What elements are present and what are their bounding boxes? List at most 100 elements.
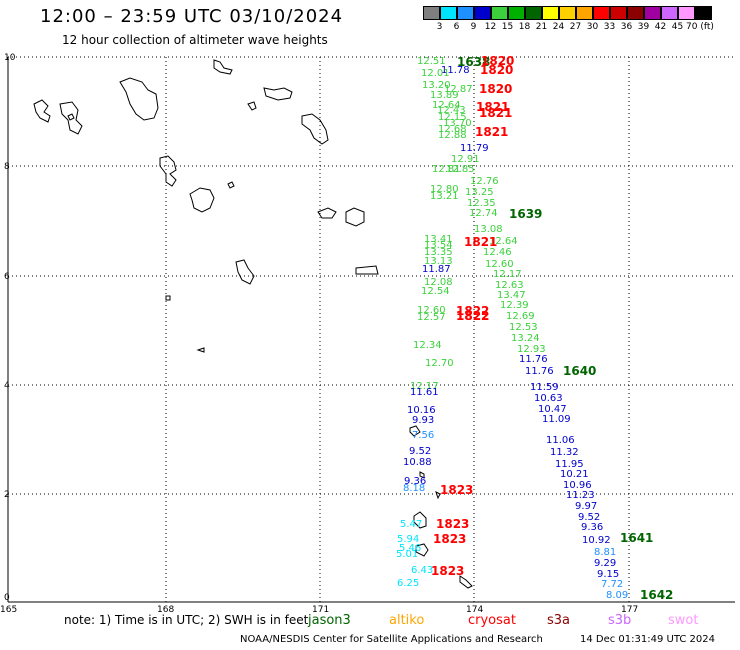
scale-label: 33 [603, 22, 616, 32]
x-tick-label: 177 [621, 605, 638, 615]
wave-height-value: 13.54 [424, 240, 453, 251]
wave-height-value: 12.76 [470, 176, 499, 187]
wave-height-value: 12.51 [417, 56, 446, 67]
scale-swatch [695, 6, 712, 20]
satellite-legend-swot: swot [668, 613, 699, 628]
island-outline [419, 471, 425, 479]
scale-swatch [627, 6, 644, 20]
wave-height-value: 13.41 [424, 234, 453, 245]
wave-height-value: 11.32 [550, 447, 579, 458]
scale-label: 3 [436, 22, 443, 32]
island-outline [59, 101, 83, 135]
scale-swatch [474, 6, 491, 20]
wave-height-value: 9.36 [581, 522, 603, 533]
wave-height-value: 12.64 [432, 100, 461, 111]
pass-time-label: 1639 [509, 207, 542, 221]
scale-swatch [525, 6, 542, 20]
island-outline [196, 347, 205, 353]
wave-height-value: 12.91 [451, 154, 480, 165]
scale-swatch [576, 6, 593, 20]
wave-height-value: 11.59 [530, 382, 559, 393]
wave-height-value: 9.36 [404, 476, 426, 487]
island-outline [235, 259, 255, 285]
island-outline [213, 59, 233, 75]
island-outline [317, 207, 337, 219]
wave-height-value: 11.79 [460, 143, 489, 154]
pass-time-label: 1822 [456, 309, 489, 323]
x-tick-label: 174 [466, 605, 483, 615]
y-tick-label: 8 [4, 162, 10, 172]
wave-height-value: 12.17 [493, 269, 522, 280]
wave-height-value: 11.06 [546, 435, 575, 446]
scale-label: 24 [552, 22, 565, 32]
wave-height-value: 12.43 [437, 105, 466, 116]
wave-height-value: 12.74 [469, 208, 498, 219]
credit-text: NOAA/NESDIS Center for Satellite Applica… [240, 634, 543, 645]
wave-height-value: 8.09 [606, 590, 628, 601]
wave-height-value: 9.93 [412, 415, 434, 426]
wave-height-value: 9.52 [409, 446, 431, 457]
wave-height-value: 8.81 [594, 547, 616, 558]
pass-time-label: 1642 [640, 588, 673, 602]
wave-height-value: 12.88 [438, 130, 467, 141]
scale-label: 39 [637, 22, 650, 32]
scale-label: 36 [620, 22, 633, 32]
island-outline [345, 207, 365, 227]
wave-height-value: 9.52 [578, 512, 600, 523]
scale-label: 70 (ft) [686, 22, 714, 32]
island-outlines [33, 59, 473, 589]
wave-height-value: 5.01 [396, 549, 418, 560]
pass-time-label: 1823 [433, 532, 466, 546]
pass-time-label: 1823 [431, 564, 464, 578]
wave-height-value: 10.92 [582, 535, 611, 546]
wave-height-value: 10.63 [534, 393, 563, 404]
island-outline [459, 575, 473, 589]
scale-swatch [661, 6, 678, 20]
island-outline [189, 187, 215, 213]
wave-height-value: 13.25 [465, 187, 494, 198]
scale-label: 30 [586, 22, 599, 32]
x-tick-label: 165 [0, 605, 17, 615]
scale-label: 45 [671, 22, 684, 32]
wave-height-value: 7.72 [601, 579, 623, 590]
pass-time-label: 1822 [456, 304, 489, 318]
wave-height-value: 11.76 [519, 354, 548, 365]
wave-height-value: 10.21 [560, 469, 589, 480]
island-outline [413, 511, 427, 529]
pass-time-label: 1821 [475, 125, 508, 139]
pass-time-labels: 1638182018201820182118211821163918211822… [431, 54, 673, 602]
wave-height-value: 10.47 [538, 404, 567, 415]
scale-label: 27 [569, 22, 582, 32]
wave-height-value: 12.53 [509, 322, 538, 333]
wave-height-value: 12.57 [417, 312, 446, 323]
wave-height-value: 11.23 [566, 490, 595, 501]
wave-height-value: 6.25 [397, 578, 419, 589]
wave-height-value: 13.20 [422, 80, 451, 91]
scale-swatch [440, 6, 457, 20]
pass-time-label: 1820 [481, 54, 514, 68]
pass-time-label: 1823 [436, 517, 469, 531]
wave-height-value: 12.01 [421, 68, 450, 79]
x-tick-label: 171 [312, 605, 329, 615]
map-title: 12:00 – 23:59 UTC 03/10/2024 [40, 6, 344, 27]
wave-height-value: 13.24 [511, 333, 540, 344]
wave-height-value: 12.60 [417, 305, 446, 316]
wave-height-value: 12.69 [506, 311, 535, 322]
wave-height-value: 13.47 [497, 290, 526, 301]
island-outline [301, 113, 329, 145]
pass-time-label: 1641 [620, 531, 653, 545]
scale-swatch [457, 6, 474, 20]
wave-height-value: 13.08 [474, 224, 503, 235]
wave-height-value: 12.64 [489, 236, 518, 247]
wave-height-value: 8.18 [403, 483, 425, 494]
island-outline [67, 113, 75, 121]
pass-time-label: 1821 [476, 100, 509, 114]
wave-height-value: 5.47 [400, 519, 422, 530]
wave-height-value: 12.39 [500, 300, 529, 311]
island-outline [227, 181, 235, 189]
wave-height-value: 12.46 [483, 247, 512, 258]
wave-height-value: 10.88 [403, 457, 432, 468]
y-tick-label: 6 [4, 272, 10, 282]
y-tick-label: 4 [4, 381, 10, 391]
wave-height-value: 13.70 [443, 118, 472, 129]
